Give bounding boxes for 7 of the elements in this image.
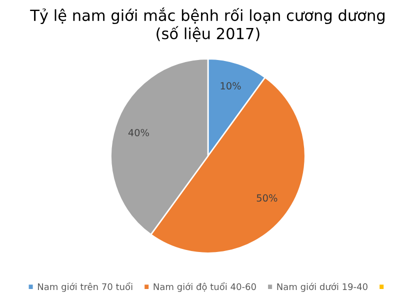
data-label: 40% bbox=[128, 128, 149, 136]
legend-label: Nam giới trên 70 tuổi bbox=[38, 282, 132, 292]
legend-label: Nam giới độ tuổi 40-60 bbox=[154, 282, 256, 292]
chart-title: Tỷ lệ nam giới mắc bệnh rối loạn cương dương (số liệu 2017) bbox=[30, 8, 384, 42]
data-label: 10% bbox=[220, 82, 241, 90]
data-label: 50% bbox=[256, 194, 278, 202]
legend-label: Nam giới dưới 19-40 bbox=[277, 282, 368, 292]
